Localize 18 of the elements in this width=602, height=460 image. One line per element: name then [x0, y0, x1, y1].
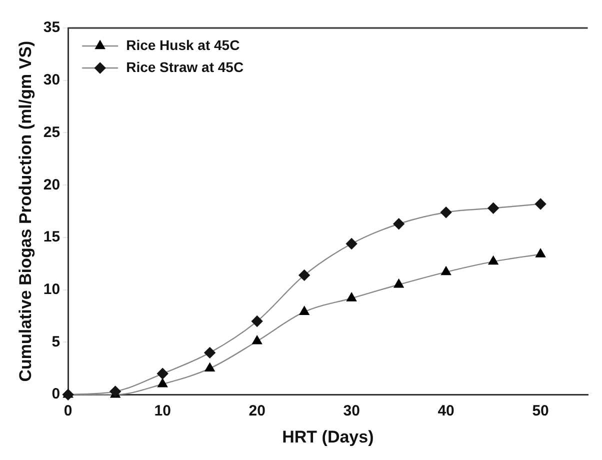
legend-label: Rice Straw at 45C — [126, 58, 244, 75]
y-tick-label: 25 — [43, 124, 60, 141]
y-tick-label: 15 — [43, 228, 60, 246]
y-axis-title: Cumulative Biogas Production (ml/gm VS) — [16, 40, 35, 382]
x-tick-label: 10 — [154, 402, 171, 420]
x-tick-label: 50 — [532, 402, 549, 420]
y-tick-label: 0 — [52, 386, 60, 403]
legend-label: Rice Husk at 45C — [126, 36, 240, 53]
x-axis-title: HRT (Days) — [282, 427, 374, 446]
y-tick-label: 10 — [43, 281, 60, 298]
x-tick-label: 20 — [248, 402, 266, 420]
y-tick-label: 5 — [52, 333, 60, 350]
y-tick-label: 35 — [43, 19, 60, 36]
x-tick-label: 0 — [64, 402, 72, 420]
y-tick-label: 30 — [43, 72, 60, 89]
x-tick-label: 40 — [438, 402, 454, 420]
x-tick-label: 30 — [343, 402, 360, 420]
y-tick-label: 20 — [43, 176, 60, 194]
